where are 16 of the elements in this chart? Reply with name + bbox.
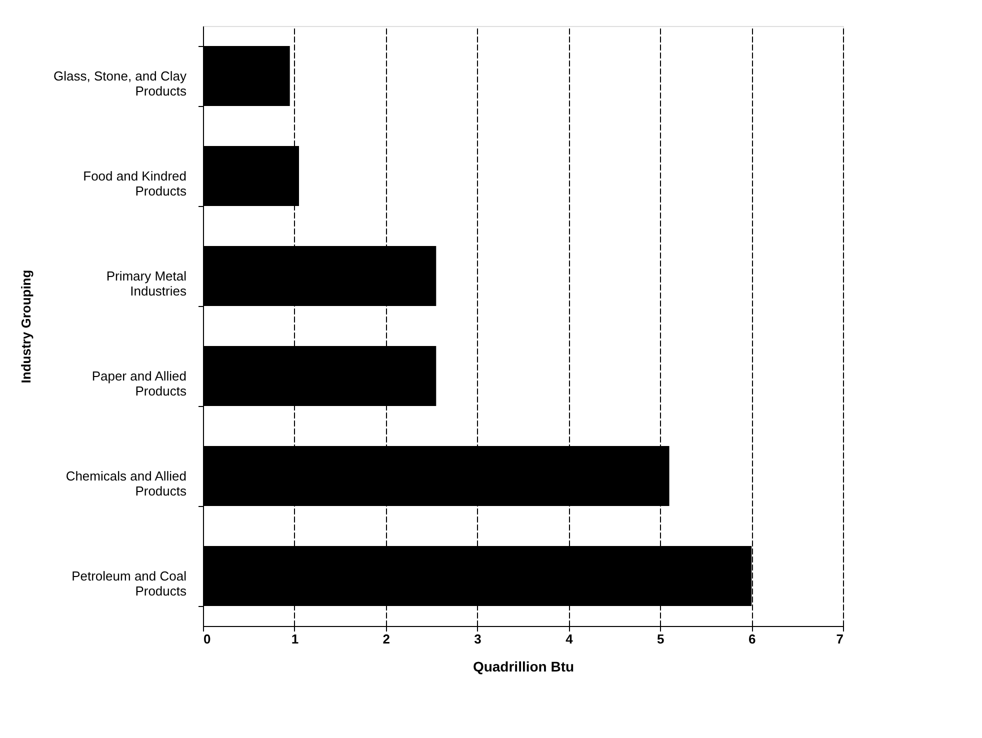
y-tick-label: Primary Metal Industries [106, 268, 187, 298]
x-tick-label: 2 [382, 632, 390, 646]
y-tick-label: Glass, Stone, and Clay Products [54, 68, 187, 98]
x-tick-label: 7 [836, 632, 844, 646]
y-tick-label: Paper and Allied Products [92, 368, 187, 398]
x-tick-label: 6 [748, 632, 756, 646]
y-tick-label: Petroleum and Coal Products [72, 568, 187, 598]
y-tick-label: Food and Kindred Products [83, 168, 187, 198]
y-tick-label: Chemicals and Allied Products [66, 468, 187, 498]
x-tick-label: 5 [657, 632, 664, 646]
x-axis-title: Quadrillion Btu [472, 658, 574, 674]
x-tick-label: 4 [566, 632, 574, 646]
y-axis-title: Industry Grouping [18, 270, 34, 384]
x-tick-label: 1 [291, 632, 299, 646]
x-tick-label: 3 [474, 632, 482, 646]
x-tick-label: 0 [204, 632, 211, 646]
